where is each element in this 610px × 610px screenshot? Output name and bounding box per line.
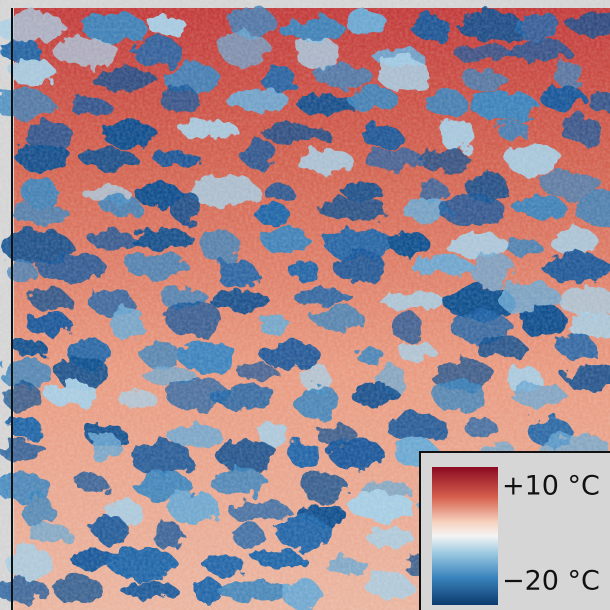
max-label: +10 °C (502, 471, 600, 502)
legend: +10 °C −20 °C (419, 451, 610, 610)
colorbar (432, 467, 498, 605)
min-label: −20 °C (502, 566, 600, 597)
